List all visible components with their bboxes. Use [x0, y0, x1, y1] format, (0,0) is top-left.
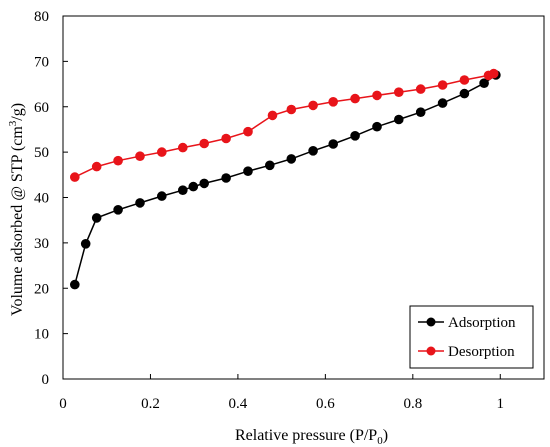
- y-tick-label: 20: [34, 281, 49, 297]
- data-point-desorption: [243, 126, 253, 137]
- x-tick-label: 0: [59, 396, 67, 412]
- data-point-desorption: [286, 104, 297, 115]
- data-point-adsorption: [308, 146, 318, 156]
- y-axis-title-superscript: 3: [7, 120, 19, 126]
- data-point-desorption: [267, 110, 278, 121]
- data-point-adsorption: [286, 154, 297, 164]
- legend-label-adsorption: Adsorption: [448, 315, 516, 331]
- data-point-desorption: [437, 80, 448, 90]
- axes-layer: 0 10 20 30 40 50 60 70 80 0 0.2 0.4 0.6 0.8 1: [34, 9, 545, 412]
- data-point-adsorption: [415, 107, 426, 117]
- data-point-adsorption: [394, 114, 404, 125]
- x-tick-label: 1: [497, 396, 505, 412]
- series-desorption: [70, 68, 499, 182]
- y-tick-label: 70: [34, 54, 49, 70]
- data-point-desorption: [459, 75, 470, 85]
- x-tick-label: 0.6: [316, 396, 335, 412]
- data-point-adsorption: [135, 198, 145, 208]
- data-point-adsorption: [199, 178, 209, 189]
- data-point-desorption: [157, 147, 167, 157]
- data-point-adsorption: [70, 279, 80, 290]
- data-point-adsorption: [178, 185, 188, 195]
- data-point-desorption: [328, 97, 339, 107]
- y-tick-label: 30: [34, 236, 49, 252]
- legend: Adsorption Desorption: [409, 305, 534, 369]
- x-axis-title-end: ): [383, 427, 388, 444]
- data-point-adsorption: [80, 239, 91, 249]
- data-point-adsorption: [243, 166, 253, 176]
- x-axis-title-main: Relative pressure (P/P: [235, 427, 377, 444]
- data-point-adsorption: [265, 160, 275, 171]
- data-point-desorption: [415, 84, 426, 94]
- data-point-adsorption: [188, 181, 199, 192]
- legend-marker-adsorption: [426, 317, 436, 327]
- data-point-desorption: [135, 151, 145, 161]
- series-layer: [70, 68, 501, 290]
- y-tick-label: 0: [42, 372, 50, 388]
- legend-box: [409, 305, 534, 369]
- data-point-desorption: [221, 133, 231, 144]
- y-tick-label: 10: [34, 327, 49, 343]
- x-tick-label: 0.2: [141, 396, 160, 412]
- data-point-desorption: [199, 138, 209, 149]
- x-tick-label: 0.8: [403, 396, 422, 412]
- legend-label-desorption: Desorption: [448, 344, 515, 360]
- data-point-adsorption: [113, 205, 123, 215]
- data-point-adsorption: [157, 191, 167, 201]
- data-point-desorption: [488, 68, 499, 79]
- legend-marker-desorption: [426, 346, 436, 356]
- x-axis-title-subscript: 0: [377, 435, 383, 447]
- data-point-adsorption: [372, 121, 382, 132]
- data-point-desorption: [372, 90, 382, 101]
- data-point-desorption: [394, 87, 404, 97]
- y-tick-label: 50: [34, 145, 49, 161]
- data-point-desorption: [70, 172, 80, 182]
- legend-entry-adsorption: Adsorption: [418, 315, 516, 331]
- series-adsorption: [70, 70, 501, 290]
- x-tick-label: 0.4: [229, 396, 248, 412]
- y-axis-title: Volume adsorbed @ STP (cm3/g): [7, 103, 26, 316]
- y-axis-title-end: /g): [9, 103, 26, 121]
- series-line-adsorption: [74, 74, 497, 285]
- data-point-adsorption: [459, 88, 470, 99]
- data-point-adsorption: [221, 173, 231, 183]
- data-point-desorption: [113, 155, 123, 166]
- legend-entry-desorption: Desorption: [418, 344, 515, 360]
- data-point-adsorption: [479, 78, 489, 88]
- data-point-desorption: [91, 161, 102, 172]
- data-point-adsorption: [91, 213, 102, 223]
- y-tick-label: 40: [34, 191, 49, 207]
- y-axis-title-main: Volume adsorbed @ STP (cm: [9, 126, 26, 316]
- data-point-adsorption: [328, 139, 339, 149]
- data-point-adsorption: [437, 98, 448, 108]
- data-point-desorption: [350, 93, 360, 104]
- y-tick-label: 80: [34, 9, 49, 25]
- data-point-desorption: [308, 100, 318, 111]
- data-point-adsorption: [350, 131, 360, 141]
- data-point-desorption: [178, 142, 188, 153]
- x-axis-title: Relative pressure (P/P0): [235, 427, 388, 447]
- y-tick-label: 60: [34, 100, 49, 116]
